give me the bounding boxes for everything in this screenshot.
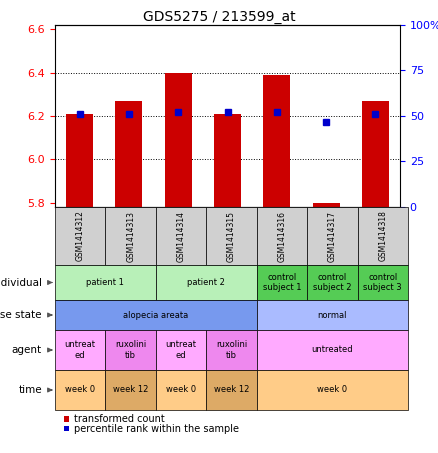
Text: GSM1414316: GSM1414316 xyxy=(277,211,286,261)
Text: week 0: week 0 xyxy=(317,386,347,395)
Text: agent: agent xyxy=(12,345,42,355)
Text: GSM1414312: GSM1414312 xyxy=(76,211,85,261)
Bar xyxy=(214,114,241,207)
Text: ruxolini
tib: ruxolini tib xyxy=(216,340,247,360)
Text: percentile rank within the sample: percentile rank within the sample xyxy=(74,424,239,434)
Text: patient 2: patient 2 xyxy=(187,278,225,287)
Text: transformed count: transformed count xyxy=(74,414,165,424)
Text: individual: individual xyxy=(0,278,42,288)
Text: GSM1414318: GSM1414318 xyxy=(378,211,387,261)
Text: untreat
ed: untreat ed xyxy=(65,340,96,360)
Text: control
subject 1: control subject 1 xyxy=(263,273,301,292)
Text: normal: normal xyxy=(318,310,347,319)
Text: disease state: disease state xyxy=(0,310,42,320)
Text: control
subject 2: control subject 2 xyxy=(313,273,352,292)
Text: GSM1414314: GSM1414314 xyxy=(177,211,186,261)
Text: GSM1414317: GSM1414317 xyxy=(328,211,337,261)
Text: time: time xyxy=(18,385,42,395)
Bar xyxy=(66,114,93,207)
Text: untreated: untreated xyxy=(311,346,353,355)
Bar xyxy=(115,101,142,207)
Text: week 0: week 0 xyxy=(65,386,95,395)
Bar xyxy=(313,202,339,207)
Text: alopecia areata: alopecia areata xyxy=(123,310,188,319)
Text: ruxolini
tib: ruxolini tib xyxy=(115,340,146,360)
Bar xyxy=(165,72,192,207)
Text: control
subject 3: control subject 3 xyxy=(364,273,402,292)
Bar xyxy=(263,75,290,207)
Text: GDS5275 / 213599_at: GDS5275 / 213599_at xyxy=(143,10,295,24)
Text: week 12: week 12 xyxy=(113,386,148,395)
Text: GSM1414315: GSM1414315 xyxy=(227,211,236,261)
Bar xyxy=(362,101,389,207)
Text: untreat
ed: untreat ed xyxy=(166,340,197,360)
Text: week 0: week 0 xyxy=(166,386,196,395)
Text: week 12: week 12 xyxy=(214,386,249,395)
Text: patient 1: patient 1 xyxy=(86,278,124,287)
Text: GSM1414313: GSM1414313 xyxy=(126,211,135,261)
